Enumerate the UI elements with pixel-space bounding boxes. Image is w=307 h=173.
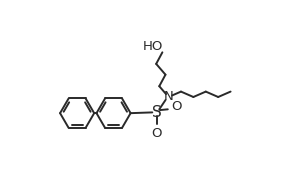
Text: O: O: [171, 101, 181, 113]
Text: O: O: [152, 127, 162, 140]
Text: S: S: [152, 105, 162, 120]
Text: N: N: [164, 90, 173, 103]
Text: HO: HO: [143, 40, 163, 53]
